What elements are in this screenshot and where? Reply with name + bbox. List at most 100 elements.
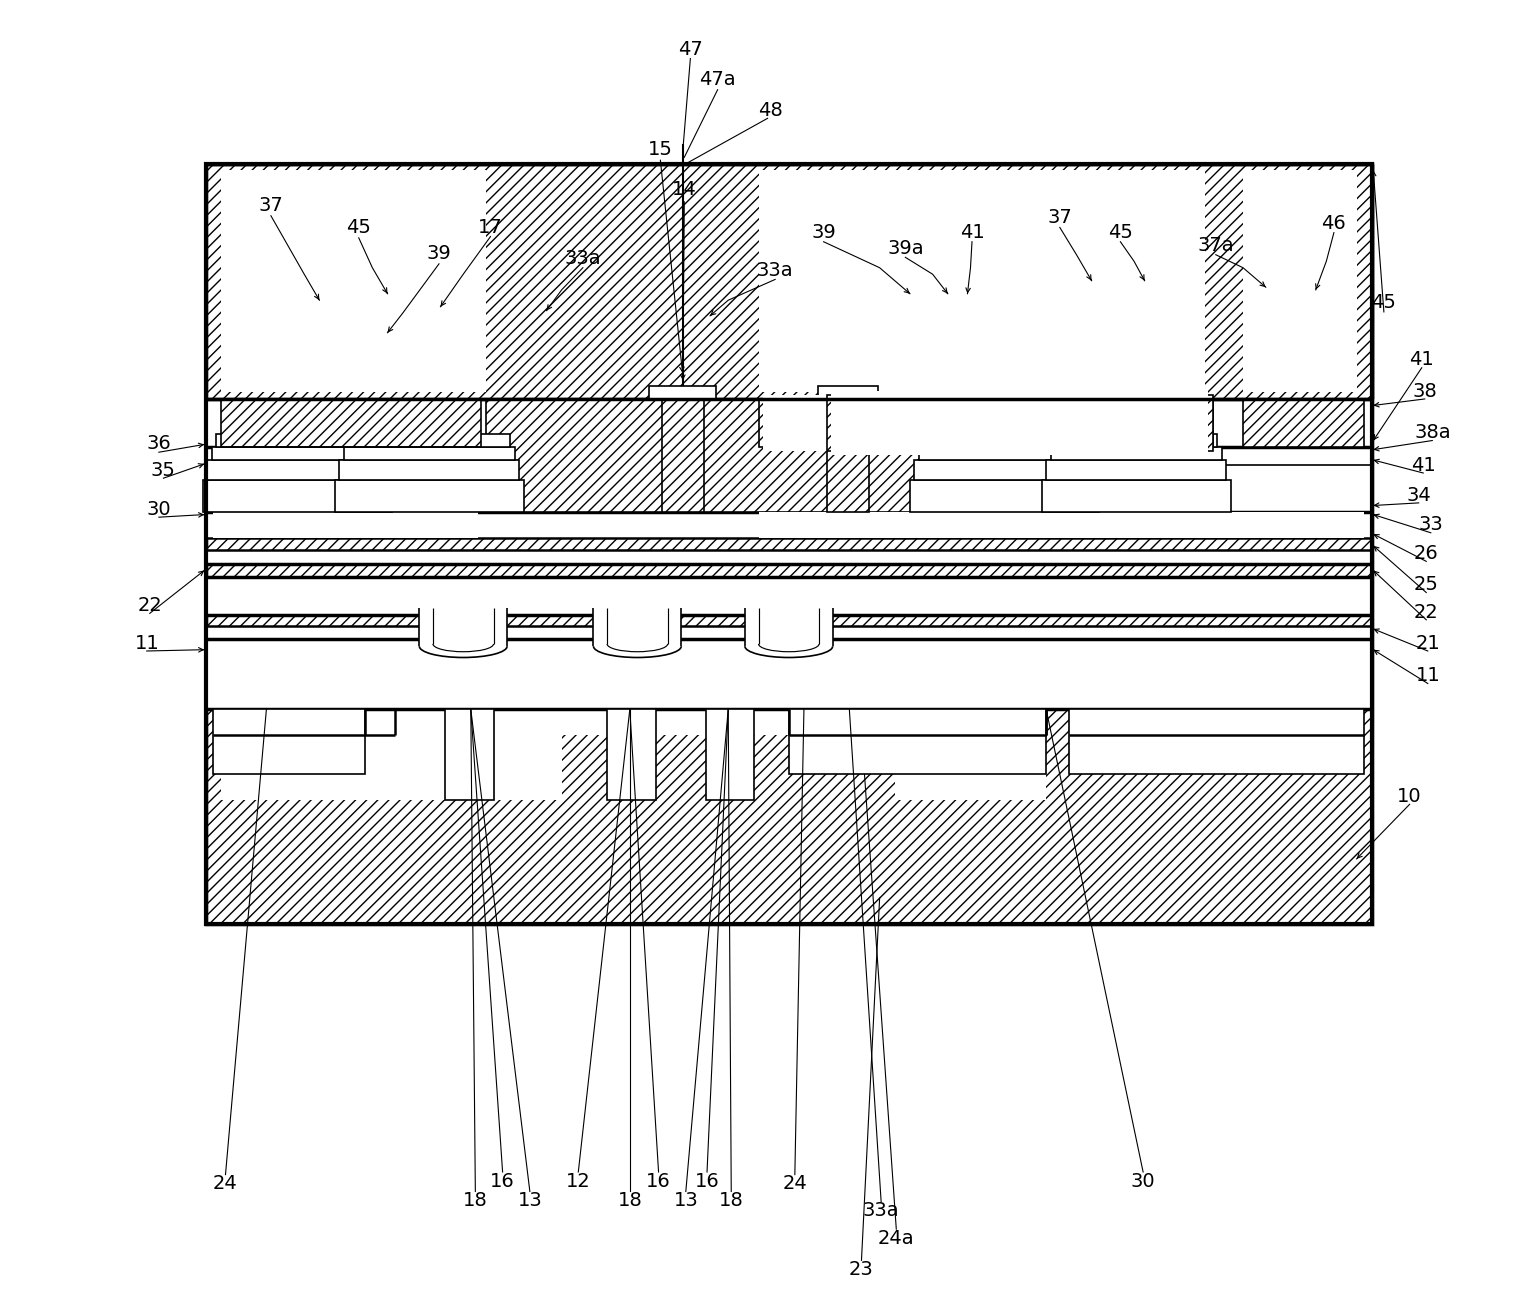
- Bar: [485, 398, 758, 512]
- Bar: [910, 479, 1100, 512]
- Bar: [485, 398, 986, 512]
- Bar: [758, 171, 1204, 392]
- Text: 33a: 33a: [863, 1202, 900, 1220]
- Text: 41: 41: [960, 223, 985, 242]
- Text: 46: 46: [1321, 214, 1346, 233]
- Text: 39: 39: [426, 243, 452, 263]
- Text: 10: 10: [1397, 786, 1421, 806]
- Text: 41: 41: [1409, 350, 1434, 370]
- Text: 24a: 24a: [878, 1229, 915, 1247]
- Bar: [818, 385, 878, 398]
- Text: 39: 39: [812, 223, 836, 242]
- Text: 11: 11: [135, 634, 159, 652]
- Bar: [335, 479, 523, 512]
- Bar: [344, 447, 514, 460]
- Bar: [1069, 710, 1364, 775]
- Bar: [444, 710, 493, 801]
- Text: 48: 48: [758, 102, 783, 120]
- Bar: [221, 171, 485, 392]
- Text: 45: 45: [346, 217, 372, 237]
- Text: 18: 18: [463, 1191, 487, 1210]
- Text: 16: 16: [646, 1172, 671, 1190]
- Text: 23: 23: [850, 1260, 874, 1279]
- Bar: [1051, 447, 1221, 460]
- Text: 11: 11: [1415, 667, 1440, 685]
- Bar: [763, 395, 1208, 450]
- Bar: [745, 608, 833, 658]
- Bar: [607, 710, 655, 801]
- Bar: [203, 479, 391, 512]
- Bar: [206, 164, 1371, 924]
- Text: 16: 16: [490, 1172, 514, 1190]
- Bar: [915, 460, 1095, 479]
- Text: 38a: 38a: [1414, 423, 1450, 443]
- Bar: [217, 434, 378, 447]
- Bar: [221, 398, 481, 447]
- Bar: [831, 391, 1208, 454]
- Bar: [214, 710, 364, 775]
- Text: 37a: 37a: [1197, 236, 1235, 255]
- Text: 37: 37: [258, 195, 284, 215]
- Bar: [206, 639, 1371, 710]
- Text: 13: 13: [517, 1191, 542, 1210]
- Text: 37: 37: [1047, 207, 1073, 227]
- Text: 47a: 47a: [699, 70, 736, 89]
- Text: 26: 26: [1414, 544, 1438, 562]
- Bar: [895, 710, 1047, 801]
- Text: 41: 41: [1411, 456, 1435, 475]
- Text: 25: 25: [1414, 575, 1438, 594]
- Text: 14: 14: [672, 180, 696, 199]
- Bar: [758, 512, 1364, 538]
- Bar: [661, 398, 704, 512]
- Bar: [214, 512, 478, 538]
- Text: 21: 21: [1415, 634, 1440, 652]
- Text: 30: 30: [1130, 1172, 1156, 1190]
- Text: 33a: 33a: [564, 249, 601, 268]
- Bar: [347, 434, 510, 447]
- Bar: [214, 512, 485, 538]
- Bar: [827, 398, 869, 512]
- Bar: [206, 164, 1371, 924]
- Bar: [206, 164, 1371, 398]
- Text: 33: 33: [1418, 516, 1443, 535]
- Bar: [485, 398, 994, 512]
- Bar: [206, 626, 1371, 639]
- Text: 24: 24: [212, 1174, 238, 1193]
- Text: 34: 34: [1406, 486, 1431, 505]
- Bar: [919, 447, 1091, 460]
- Bar: [705, 710, 754, 801]
- Bar: [340, 460, 519, 479]
- Bar: [206, 549, 1371, 564]
- Bar: [212, 447, 382, 460]
- Bar: [221, 671, 862, 736]
- Text: 45: 45: [1107, 223, 1133, 242]
- Bar: [593, 608, 681, 658]
- Text: 18: 18: [617, 1191, 642, 1210]
- Text: 35: 35: [152, 461, 176, 480]
- Text: 38: 38: [1412, 381, 1437, 401]
- Bar: [758, 398, 1318, 538]
- Text: 17: 17: [478, 217, 502, 237]
- Bar: [1047, 460, 1226, 479]
- Bar: [649, 385, 716, 398]
- Text: 30: 30: [147, 500, 171, 519]
- Text: 33a: 33a: [757, 260, 793, 280]
- Text: 18: 18: [719, 1191, 743, 1210]
- Text: 16: 16: [695, 1172, 719, 1190]
- Bar: [206, 512, 1371, 538]
- Text: 45: 45: [1371, 293, 1396, 312]
- Text: 22: 22: [1414, 603, 1438, 621]
- Text: 39a: 39a: [887, 238, 924, 258]
- Text: 15: 15: [648, 141, 672, 159]
- Bar: [789, 710, 1047, 775]
- Bar: [924, 434, 1086, 447]
- Bar: [1242, 398, 1364, 447]
- Bar: [221, 710, 561, 801]
- Bar: [827, 395, 1212, 450]
- Bar: [208, 460, 387, 479]
- Bar: [206, 577, 1371, 615]
- Text: 24: 24: [783, 1174, 807, 1193]
- Bar: [758, 398, 1212, 447]
- Bar: [1056, 434, 1217, 447]
- Bar: [1242, 171, 1356, 392]
